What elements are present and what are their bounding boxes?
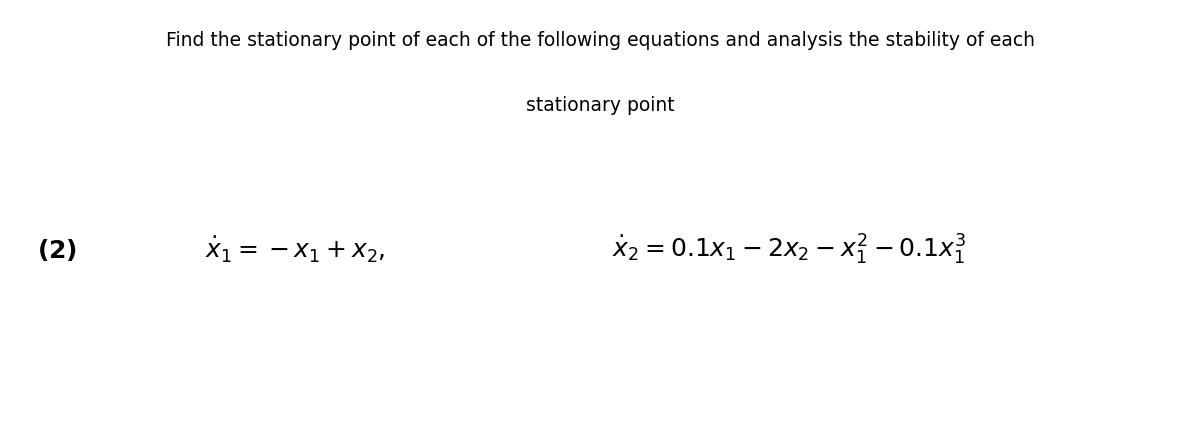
Text: $\dot{x}_1 = -x_1 + x_2,$: $\dot{x}_1 = -x_1 + x_2,$ <box>205 234 385 264</box>
Text: $\mathbf{(2)}$: $\mathbf{(2)}$ <box>37 236 77 262</box>
Text: $\dot{x}_2 = 0.1x_1 - 2x_2 - x_1^2 - 0.1x_1^3$: $\dot{x}_2 = 0.1x_1 - 2x_2 - x_1^2 - 0.1… <box>612 232 966 266</box>
Text: Find the stationary point of each of the following equations and analysis the st: Find the stationary point of each of the… <box>166 31 1034 50</box>
Text: stationary point: stationary point <box>526 95 674 114</box>
